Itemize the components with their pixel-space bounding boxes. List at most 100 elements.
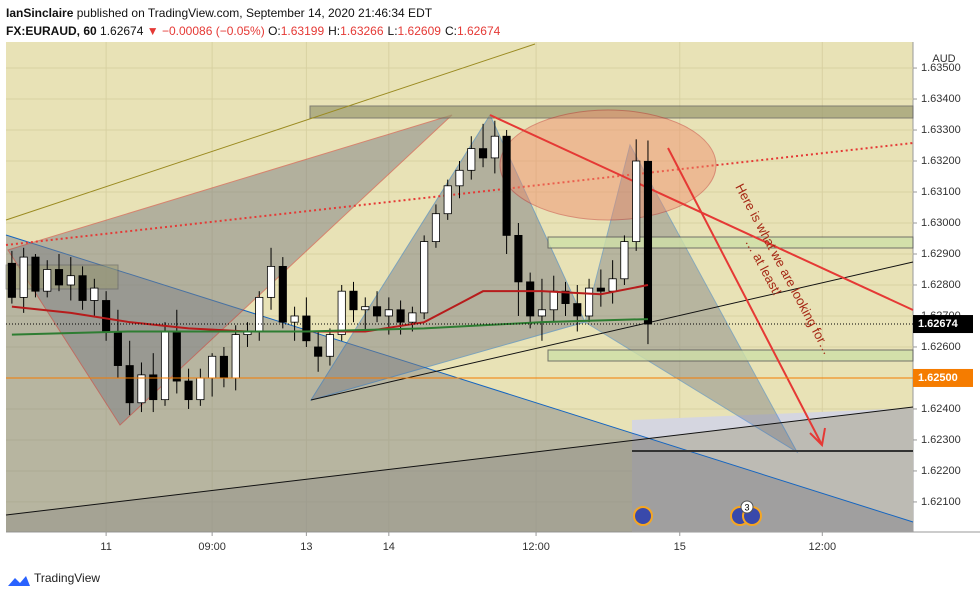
x-tick-label: 12:00: [809, 541, 837, 553]
candle-body: [514, 234, 523, 283]
candle-body: [537, 309, 547, 317]
candle-body: [549, 290, 558, 311]
candle-body: [172, 331, 181, 382]
event-count: 3: [744, 502, 749, 512]
y-tick-label: 1.63400: [921, 93, 961, 105]
symbol-line: FX:EURAUD, 60 1.62674 ▼ −0.00086 (−0.05%…: [6, 22, 504, 40]
unit-bg: [914, 50, 974, 70]
candle-body: [43, 269, 52, 292]
ohlc-key: L:: [387, 24, 398, 38]
price-label-bg: [913, 315, 973, 334]
candle-body: [278, 265, 287, 323]
candle-body: [455, 169, 464, 187]
logo: TradingView: [8, 571, 100, 586]
candle-body: [490, 135, 499, 159]
candle-body: [384, 309, 393, 317]
trend-line: [5, 43, 536, 221]
x-tick-label: 13: [300, 541, 312, 553]
x-tick-label: 09:00: [198, 541, 226, 553]
candle-body: [19, 256, 28, 298]
x-tick-label: 15: [674, 541, 686, 553]
logo-icon: [8, 576, 30, 586]
y-tick-label: 1.62400: [921, 403, 961, 415]
candle-body: [208, 355, 217, 379]
candle-body: [325, 334, 334, 357]
ohlc-value: 1.63266: [340, 24, 384, 38]
header: IanSinclaire published on TradingView.co…: [6, 4, 504, 40]
candle-body: [608, 278, 617, 292]
candle-body: [431, 213, 440, 242]
y-tick-label: 1.62800: [921, 279, 961, 291]
candle-body: [196, 377, 205, 401]
last: 1.62674: [100, 24, 144, 38]
candle-body: [219, 355, 228, 379]
candle-body: [125, 365, 134, 404]
y-tick-label: 1.62200: [921, 465, 961, 477]
candle-body: [90, 287, 99, 301]
candle-body: [314, 346, 323, 357]
arrow: [667, 147, 823, 446]
y-tick-label: 1.63200: [921, 155, 961, 167]
symbol: FX:EURAUD, 60: [6, 24, 97, 38]
candle-body: [643, 160, 653, 325]
event-badge: [740, 500, 754, 514]
trend-line: [5, 406, 914, 516]
price-label-bg: [913, 368, 973, 387]
trend-line: [310, 261, 914, 401]
price-label: 1.62674: [918, 318, 959, 330]
arrow-head: [809, 427, 826, 448]
candle-body: [66, 275, 75, 286]
ohlc-value: 1.63199: [280, 24, 325, 38]
candle-body: [349, 290, 358, 311]
highlight: [499, 109, 717, 221]
candle-body: [585, 287, 594, 317]
y-tick-label: 1.63100: [921, 186, 961, 198]
published: published on TradingView.com, September …: [76, 6, 433, 20]
candle-body: [137, 374, 146, 404]
candle-body: [632, 160, 641, 242]
zone: [309, 105, 914, 119]
y-tick-label: 1.63300: [921, 124, 961, 136]
candle-body: [573, 303, 582, 317]
candle-body: [420, 241, 429, 314]
candle-body: [396, 309, 405, 323]
x-tick-label: 12:00: [522, 541, 550, 553]
ohlc: O:1.63199 H:1.63266 L:1.62609 C:1.62674: [268, 24, 504, 38]
moving-average: [11, 318, 648, 336]
candle-body: [443, 185, 452, 215]
ohlc-key: H:: [328, 24, 341, 38]
candle-body: [102, 300, 111, 332]
candle-body: [266, 265, 276, 298]
candle-body: [337, 290, 346, 335]
candle-body: [7, 262, 16, 298]
ohlc-key: O:: [268, 24, 281, 38]
change: ▼ −0.00086 (−0.05%): [146, 24, 265, 38]
candle-body: [113, 331, 122, 366]
candle-body: [184, 380, 193, 401]
event-icon: [633, 506, 653, 526]
candle-body: [231, 334, 240, 379]
x-tick-label: 11: [100, 541, 111, 553]
zone: [547, 349, 914, 362]
ohlc-value: 1.62674: [456, 24, 501, 38]
candle-body: [31, 256, 40, 292]
candle-body: [149, 374, 158, 401]
events: 3: [633, 500, 762, 526]
moving-average: [11, 284, 649, 333]
area: [6, 407, 913, 532]
candle-body: [526, 281, 535, 317]
candle-body: [54, 269, 64, 286]
x-tick-label: 14: [383, 541, 395, 553]
candle-body: [467, 148, 476, 171]
y-tick-label: 1.62300: [921, 434, 961, 446]
publisher: IanSinclaire: [6, 6, 74, 20]
marks: [6, 120, 913, 416]
candle-body: [302, 315, 311, 342]
brand: TradingView: [34, 571, 100, 585]
candle-body: [372, 306, 382, 317]
candle-body: [255, 296, 264, 332]
candle-body: [78, 275, 87, 301]
candle-body: [479, 148, 488, 159]
